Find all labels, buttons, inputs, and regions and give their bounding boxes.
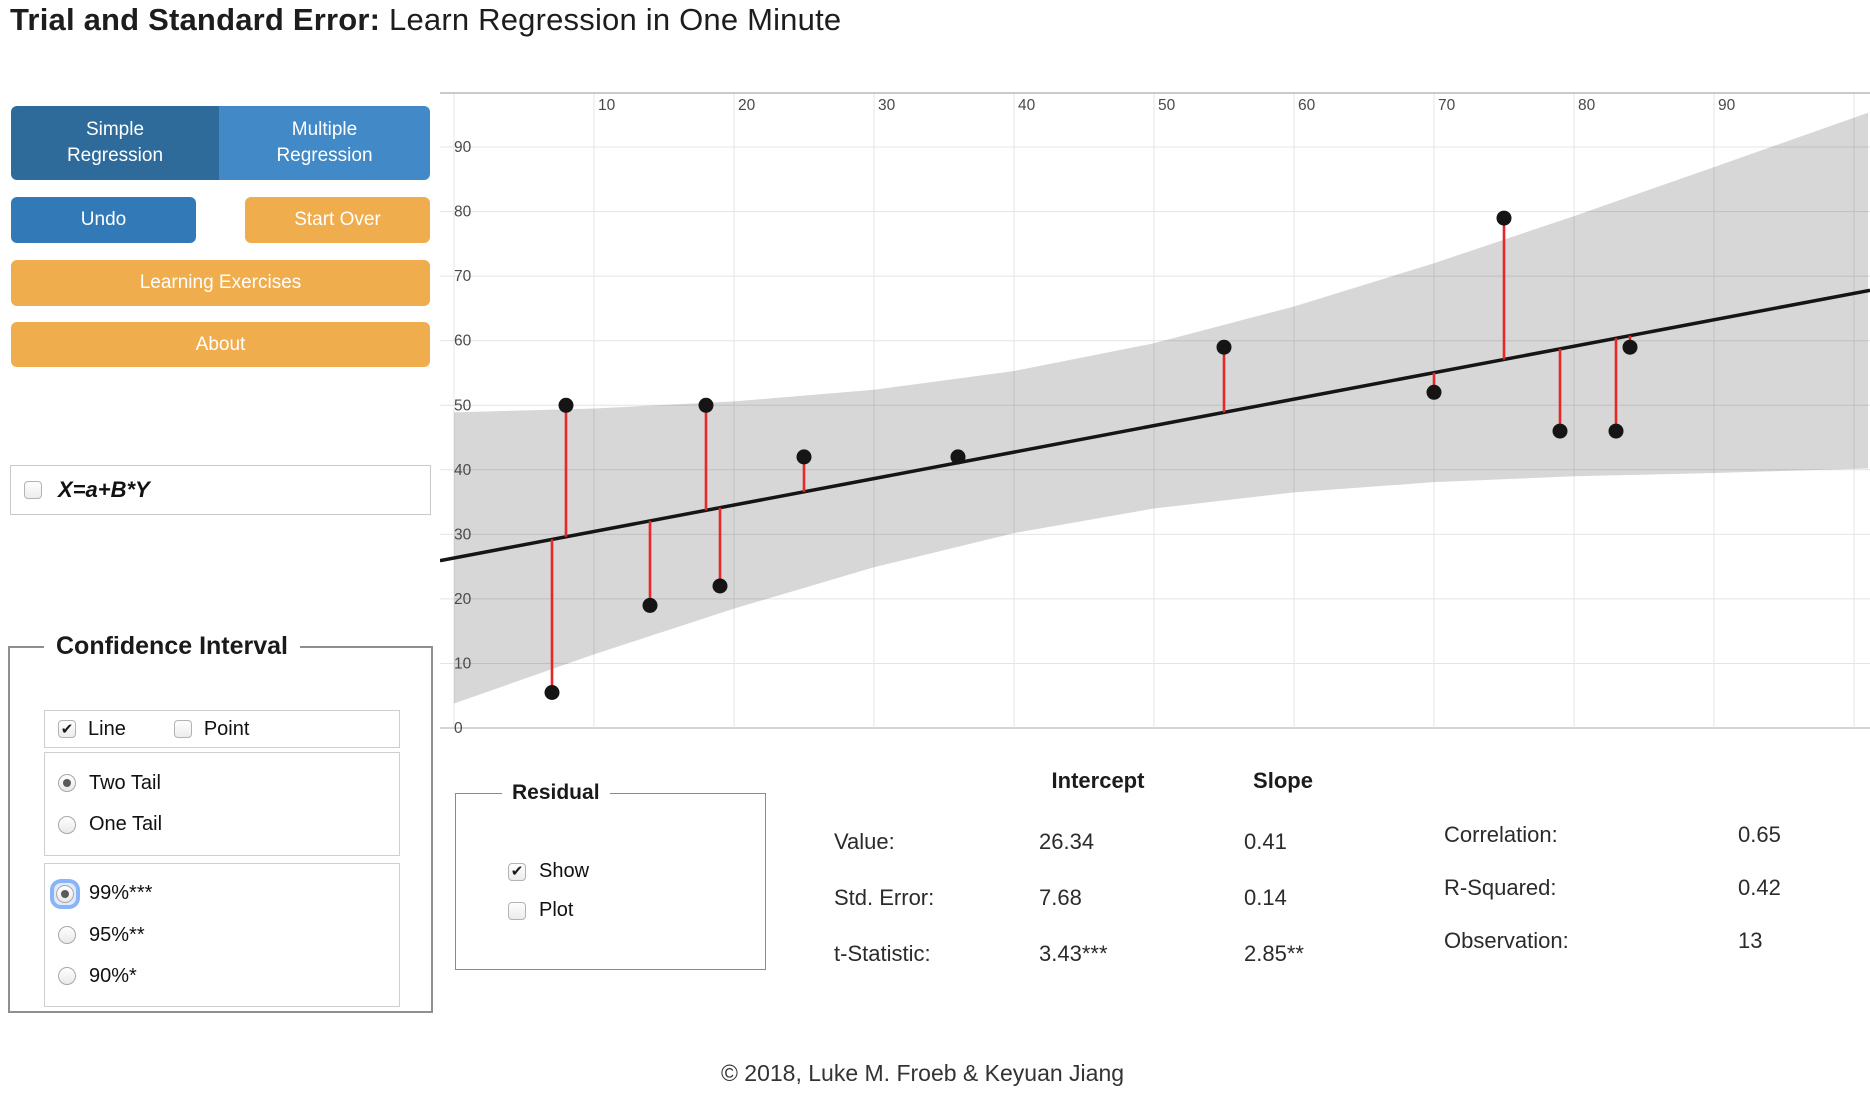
svg-text:90: 90	[454, 139, 472, 156]
svg-text:40: 40	[1018, 97, 1036, 114]
two-tail-radio[interactable]	[58, 774, 76, 793]
value-intercept-cell: 26.34	[1039, 829, 1095, 854]
correlation-value: 0.65	[1738, 821, 1781, 847]
confidence-interval-panel: Confidence Interval Line Point Two Tail …	[8, 632, 433, 1013]
svg-text:90: 90	[1718, 97, 1736, 114]
level-99-focus-ring	[54, 882, 76, 905]
residual-panel: Residual Show Plot	[455, 781, 766, 970]
undo-button[interactable]: Undo	[11, 197, 196, 243]
ci-level-group: 99%*** 95%** 90%*	[44, 863, 400, 1007]
svg-text:30: 30	[454, 526, 472, 543]
svg-text:50: 50	[454, 397, 472, 414]
correlation-label: Correlation:	[1444, 821, 1558, 847]
formula-label: X=a+B*Y	[58, 477, 150, 502]
page-title-bold: Trial and Standard Error:	[10, 2, 381, 37]
residual-plot-option[interactable]: Plot	[508, 899, 589, 922]
fit-summary-table: Correlation: 0.65 R-Squared: 0.42 Observ…	[1425, 809, 1857, 966]
table-row-observation: Observation: 13	[1425, 915, 1857, 966]
svg-text:70: 70	[1438, 97, 1456, 114]
svg-text:0: 0	[454, 720, 463, 737]
svg-text:80: 80	[454, 204, 472, 221]
level-95-label: 95%**	[89, 923, 145, 946]
rsquared-value: 0.42	[1738, 874, 1781, 900]
table-row-rsquared: R-Squared: 0.42	[1425, 862, 1857, 913]
svg-text:70: 70	[454, 268, 472, 285]
level-90-radio[interactable]	[58, 967, 76, 986]
level-99-option[interactable]: 99%***	[54, 882, 399, 905]
rsquared-label: R-Squared:	[1444, 874, 1557, 900]
table-row-correlation: Correlation: 0.65	[1425, 809, 1857, 860]
regression-stats-table: Value: 26.34 0.41 Std. Error: 7.68 0.14 …	[817, 815, 1380, 981]
ci-point-label: Point	[203, 717, 250, 740]
formula-box: X=a+B*Y	[10, 465, 431, 515]
svg-text:50: 50	[1158, 97, 1176, 114]
slope-column-header: Slope	[1253, 768, 1313, 793]
stderror-intercept-cell: 7.68	[1039, 885, 1082, 910]
svg-text:80: 80	[1578, 97, 1596, 114]
svg-text:10: 10	[598, 97, 616, 114]
intercept-column-header: Intercept	[1051, 768, 1145, 793]
table-row-tstatistic: t-Statistic: 3.43*** 2.85**	[817, 927, 1380, 981]
level-99-label: 99%***	[89, 882, 153, 905]
residual-plot-label: Plot	[539, 899, 574, 921]
ci-point-checkbox[interactable]	[173, 720, 192, 738]
two-tail-label: Two Tail	[89, 771, 161, 794]
level-95-radio[interactable]	[58, 926, 76, 944]
observation-label: Observation:	[1444, 927, 1569, 953]
one-tail-radio[interactable]	[58, 815, 76, 834]
stderror-row-label: Std. Error:	[834, 885, 935, 910]
multiple-regression-button[interactable]: Multiple Regression	[219, 106, 430, 180]
stderror-slope-cell: 0.14	[1244, 885, 1287, 910]
page-title: Trial and Standard Error: Learn Regressi…	[10, 2, 841, 38]
svg-text:60: 60	[454, 333, 472, 350]
table-row-value: Value: 26.34 0.41	[817, 815, 1380, 869]
residual-show-label: Show	[539, 860, 590, 882]
page-title-rest: Learn Regression in One Minute	[380, 2, 842, 37]
ci-line-point-group: Line Point	[44, 710, 400, 748]
svg-text:30: 30	[878, 97, 896, 114]
simple-regression-button[interactable]: Simple Regression	[11, 106, 219, 180]
about-button[interactable]: About	[11, 322, 430, 367]
residual-legend: Residual	[512, 781, 600, 804]
level-90-label: 90%*	[89, 964, 137, 987]
tstatistic-intercept-cell: 3.43***	[1039, 941, 1108, 966]
tstatistic-slope-cell: 2.85**	[1244, 941, 1304, 966]
residual-show-option[interactable]: Show	[508, 860, 589, 883]
svg-text:40: 40	[454, 462, 472, 479]
regression-chart[interactable]: 10 20 30 40 50 60 70 80 90 0 10 20 30 40 50 60 70 80 90	[440, 85, 1870, 745]
svg-text:20: 20	[738, 97, 756, 114]
svg-text:10: 10	[454, 656, 472, 673]
svg-text:60: 60	[1298, 97, 1316, 114]
residual-show-checkbox[interactable]	[508, 862, 526, 881]
start-over-button[interactable]: Start Over	[245, 197, 430, 243]
copyright-footer: © 2018, Luke M. Froeb & Keyuan Jiang	[720, 1060, 1125, 1086]
ci-line-label: Line	[88, 717, 126, 740]
confidence-interval-legend: Confidence Interval	[56, 632, 288, 660]
tstatistic-row-label: t-Statistic:	[834, 941, 931, 966]
one-tail-label: One Tail	[89, 813, 163, 836]
value-row-label: Value:	[834, 829, 895, 854]
level-99-radio[interactable]	[56, 884, 74, 903]
level-90-option[interactable]: 90%*	[54, 965, 399, 988]
svg-text:20: 20	[454, 591, 472, 608]
formula-checkbox[interactable]	[24, 481, 42, 499]
observation-value: 13	[1738, 927, 1763, 953]
ci-line-checkbox[interactable]	[58, 720, 76, 738]
value-slope-cell: 0.41	[1244, 829, 1287, 854]
table-row-stderror: Std. Error: 7.68 0.14	[817, 871, 1380, 925]
learning-exercises-button[interactable]: Learning Exercises	[11, 260, 430, 306]
one-tail-option[interactable]: One Tail	[58, 813, 399, 836]
ci-tail-group: Two Tail One Tail	[44, 752, 400, 856]
two-tail-option[interactable]: Two Tail	[58, 772, 399, 795]
residual-plot-checkbox[interactable]	[508, 901, 526, 920]
level-95-option[interactable]: 95%**	[54, 924, 399, 947]
